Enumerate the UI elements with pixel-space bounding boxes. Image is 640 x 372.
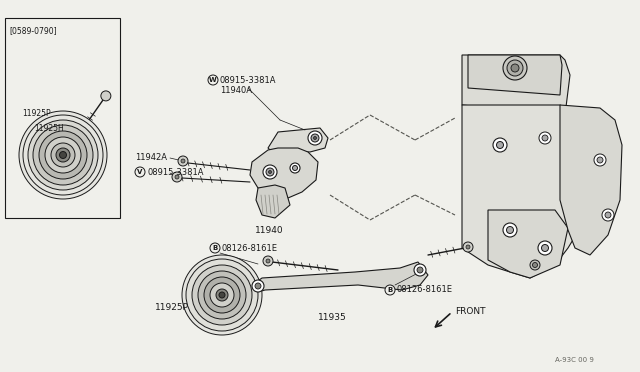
Circle shape: [597, 157, 603, 163]
Text: B: B: [212, 245, 218, 251]
Circle shape: [530, 260, 540, 270]
Circle shape: [605, 212, 611, 218]
Text: 08915-3381A: 08915-3381A: [220, 76, 276, 84]
Polygon shape: [468, 55, 562, 95]
Circle shape: [252, 280, 264, 292]
Circle shape: [269, 170, 271, 173]
Circle shape: [204, 277, 240, 313]
Text: 11925P: 11925P: [22, 109, 51, 118]
Circle shape: [28, 120, 98, 190]
Text: 11925H: 11925H: [34, 124, 64, 132]
Circle shape: [51, 143, 75, 167]
Circle shape: [292, 166, 298, 170]
Circle shape: [466, 245, 470, 249]
Circle shape: [181, 159, 185, 163]
Text: W: W: [209, 77, 217, 83]
Circle shape: [23, 115, 103, 195]
Bar: [5, 18, 120, 218]
Polygon shape: [462, 55, 570, 115]
Circle shape: [511, 64, 519, 72]
Circle shape: [263, 165, 277, 179]
Circle shape: [414, 264, 426, 276]
Circle shape: [538, 241, 552, 255]
Circle shape: [135, 167, 145, 177]
Polygon shape: [250, 148, 318, 198]
Circle shape: [506, 227, 513, 234]
Circle shape: [417, 267, 423, 273]
Polygon shape: [560, 105, 622, 255]
Circle shape: [602, 209, 614, 221]
Text: 11925P: 11925P: [155, 304, 189, 312]
Circle shape: [532, 263, 538, 267]
Circle shape: [308, 131, 322, 145]
Polygon shape: [256, 185, 290, 218]
Circle shape: [216, 289, 228, 301]
Text: 11942A: 11942A: [135, 153, 167, 161]
Circle shape: [311, 134, 319, 142]
Circle shape: [266, 168, 274, 176]
Text: [0589-0790]: [0589-0790]: [9, 26, 56, 35]
Circle shape: [175, 175, 179, 179]
Circle shape: [266, 259, 270, 263]
Circle shape: [507, 60, 523, 76]
Circle shape: [178, 156, 188, 166]
Circle shape: [198, 271, 246, 319]
Circle shape: [463, 242, 473, 252]
Circle shape: [503, 223, 517, 237]
Text: 08126-8161E: 08126-8161E: [222, 244, 278, 253]
Circle shape: [172, 172, 182, 182]
Circle shape: [497, 141, 504, 148]
Text: V: V: [138, 169, 143, 175]
Polygon shape: [488, 210, 568, 278]
Circle shape: [56, 148, 70, 162]
Text: 11940A: 11940A: [220, 86, 252, 94]
Circle shape: [33, 125, 93, 185]
Text: FRONT: FRONT: [455, 308, 486, 317]
Circle shape: [290, 163, 300, 173]
Circle shape: [539, 132, 551, 144]
Circle shape: [219, 292, 225, 298]
Circle shape: [255, 283, 261, 289]
Circle shape: [541, 244, 548, 251]
Circle shape: [101, 91, 111, 101]
Circle shape: [210, 243, 220, 253]
Text: A-93C 00 9: A-93C 00 9: [555, 357, 594, 363]
Polygon shape: [268, 128, 328, 152]
Text: 08126-8161E: 08126-8161E: [397, 285, 453, 295]
Text: 11940: 11940: [255, 225, 284, 234]
Circle shape: [314, 137, 317, 140]
Circle shape: [594, 154, 606, 166]
Circle shape: [182, 255, 262, 335]
Circle shape: [385, 285, 395, 295]
Circle shape: [210, 283, 234, 307]
Polygon shape: [462, 105, 590, 278]
Circle shape: [192, 265, 252, 325]
Text: 11935: 11935: [318, 314, 347, 323]
Text: B: B: [387, 287, 392, 293]
Circle shape: [208, 75, 218, 85]
Circle shape: [503, 56, 527, 80]
Circle shape: [19, 111, 107, 199]
Circle shape: [60, 151, 67, 158]
Circle shape: [263, 256, 273, 266]
Circle shape: [186, 259, 258, 331]
Polygon shape: [248, 262, 428, 295]
Text: 08915-3381A: 08915-3381A: [147, 167, 204, 176]
Circle shape: [493, 138, 507, 152]
Circle shape: [45, 137, 81, 173]
Circle shape: [39, 131, 87, 179]
Circle shape: [542, 135, 548, 141]
